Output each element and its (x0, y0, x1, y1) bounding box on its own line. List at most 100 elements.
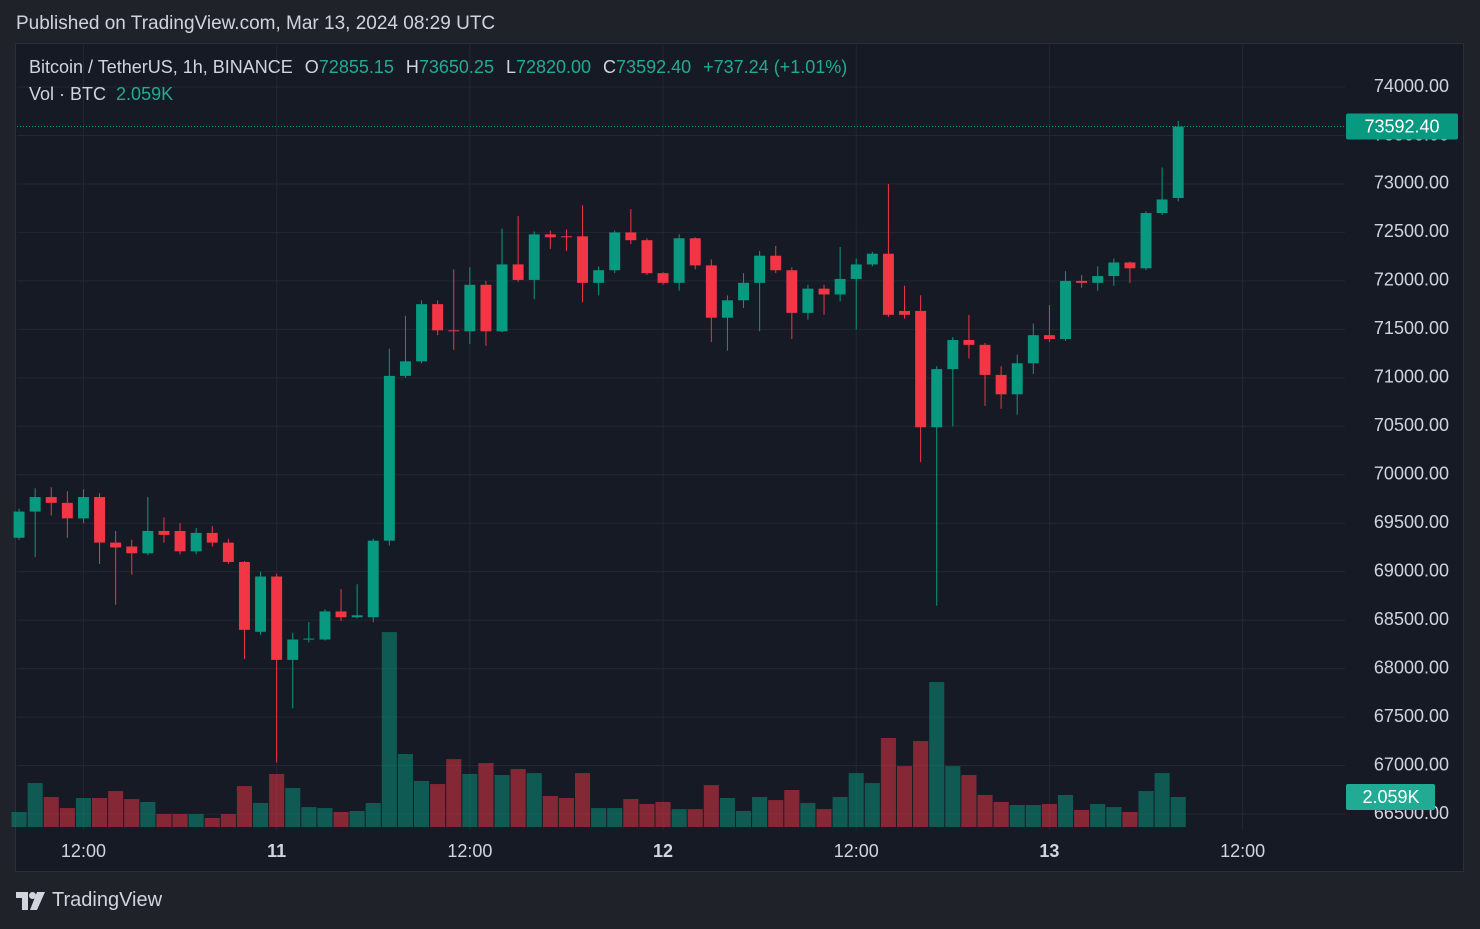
candle-body (29, 497, 41, 512)
candle-body (94, 497, 106, 543)
candle-body (1124, 262, 1136, 269)
y-tick-label: 68000.00 (1374, 657, 1449, 677)
volume-bar (397, 754, 413, 827)
volume-bar (124, 799, 140, 827)
volume-bar (59, 808, 75, 827)
candle-body (834, 278, 846, 295)
volume-bar (848, 773, 864, 827)
x-tick-label: 12:00 (834, 841, 879, 861)
candle-body (528, 234, 540, 280)
candle-body (448, 330, 460, 332)
candle-body (673, 238, 685, 283)
volume-bar (639, 803, 655, 827)
volume-bar (526, 773, 542, 827)
candle-body (1156, 199, 1168, 214)
candle-body (915, 310, 927, 428)
y-tick-label: 70000.00 (1374, 464, 1449, 484)
candle-body (1060, 280, 1071, 340)
last-price-badge (1346, 113, 1458, 140)
candle-body (45, 497, 57, 503)
candle-body (754, 255, 766, 283)
volume-bar (75, 798, 92, 827)
volume-bar (510, 769, 526, 827)
x-tick-label: 12:00 (447, 841, 492, 861)
volume-bar (478, 763, 494, 827)
y-tick-label: 69500.00 (1374, 512, 1449, 532)
volume-bar (413, 780, 430, 827)
y-tick-label: 74000.00 (1374, 76, 1449, 96)
candle-body (802, 288, 814, 313)
candle-body (367, 540, 379, 618)
volume-bar (1106, 807, 1122, 827)
candle-body (335, 611, 347, 618)
x-tick-label: 13 (1039, 841, 1059, 861)
volume-bar (977, 794, 993, 827)
candle-body (1092, 276, 1104, 283)
candle-body (222, 542, 234, 562)
candle-body (593, 270, 605, 283)
volume-bar (446, 759, 462, 827)
x-tick-label: 12:00 (1220, 841, 1265, 861)
legend-value: 73650.25 (418, 57, 494, 77)
candle-body (464, 284, 476, 332)
volume-bar (687, 809, 703, 827)
candle-body (142, 530, 154, 554)
volume-bar (269, 773, 285, 827)
volume-bar (752, 796, 768, 827)
candle-body (963, 340, 975, 345)
brand-name: TradingView (52, 889, 163, 911)
symbol: Bitcoin / TetherUS, 1h, BINANCE (29, 57, 293, 77)
volume-bar (494, 774, 510, 827)
candle-body (432, 304, 444, 331)
last-volume-badge (1346, 784, 1435, 811)
y-tick-label: 72000.00 (1374, 270, 1449, 290)
volume-bar (880, 737, 896, 827)
volume-bar (558, 798, 574, 827)
volume-bar (252, 802, 269, 827)
legend-value: 73592.40 (616, 57, 692, 77)
candle-body (625, 232, 637, 241)
volume-legend: Vol · BTC 2.059K (29, 84, 173, 105)
volume-bar (317, 808, 333, 827)
candle-body (770, 255, 782, 271)
candle-body (705, 265, 717, 318)
candle-body (995, 374, 1007, 395)
y-tick-label: 67500.00 (1374, 706, 1449, 726)
candle-body (126, 546, 138, 554)
volume-bar (1074, 809, 1090, 827)
volume-bar (301, 807, 317, 827)
legend-key: L (505, 57, 516, 77)
candle-body (1108, 262, 1120, 277)
candle-body (174, 530, 186, 552)
volume-bar (655, 801, 671, 827)
volume-bar (365, 802, 381, 827)
candle-body (206, 532, 218, 543)
volume-bar (913, 741, 929, 827)
y-tick-label: 67000.00 (1374, 754, 1449, 774)
footer: TradingView (16, 889, 162, 912)
candle-body (319, 611, 331, 640)
y-tick-label: 71000.00 (1374, 367, 1449, 387)
volume-bar (140, 801, 156, 827)
volume-bar (832, 796, 848, 827)
legend-key: O (304, 57, 319, 77)
candle-body (882, 253, 894, 315)
volume-bar (1025, 805, 1041, 827)
candle-body (1027, 335, 1039, 364)
legend-key: C (603, 57, 617, 77)
brand-logo (16, 891, 45, 910)
volume-bar (945, 766, 961, 827)
volume-bar (27, 783, 43, 827)
volume-bar (961, 774, 977, 827)
candle-body (158, 530, 170, 535)
candle-body (416, 304, 428, 362)
legend-value: 72855.15 (318, 57, 394, 77)
y-tick-label: 71500.00 (1374, 318, 1449, 338)
volume-bar (574, 773, 591, 827)
last-price-label: 73592.40 (1364, 116, 1439, 136)
x-tick-label: 12:00 (61, 841, 106, 861)
volume-value: 2.059K (116, 84, 174, 104)
volume-bar (1170, 797, 1186, 827)
